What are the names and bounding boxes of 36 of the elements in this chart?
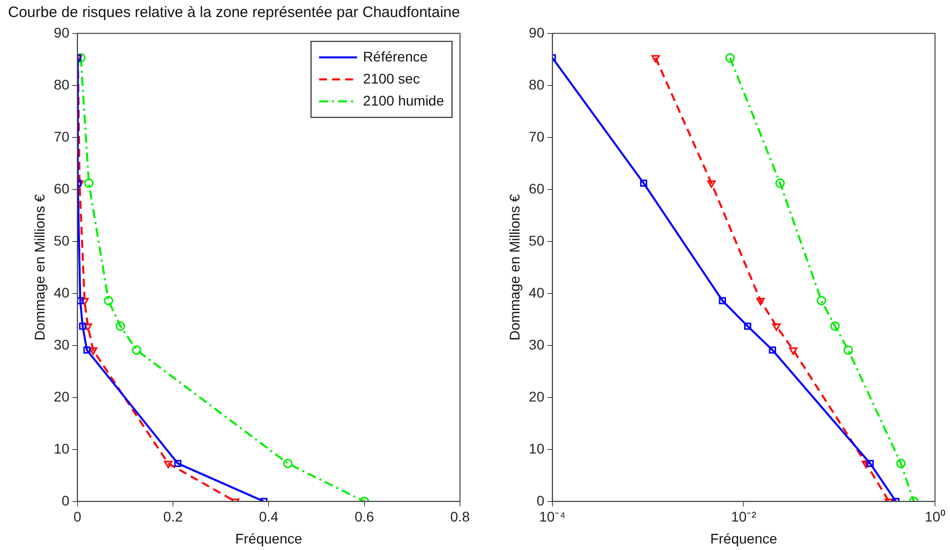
y-tick-label: 90 (528, 24, 545, 40)
legend-label: 2100 sec (363, 70, 420, 86)
y-tick-label: 10 (54, 440, 70, 456)
x-tick-label: 0 (73, 508, 82, 525)
legend-label: 2100 humide (363, 92, 444, 108)
y-tick-label: 60 (528, 180, 545, 196)
x-tick-label: 10⁻² (731, 508, 757, 525)
y-tick-label: 80 (54, 76, 70, 92)
x-tick-label: 0.4 (258, 508, 279, 525)
y-tick-label: 50 (528, 232, 545, 248)
y-tick-label: 20 (54, 388, 70, 404)
y-tick-label: 40 (54, 284, 70, 300)
y-tick-label: 10 (528, 440, 545, 456)
y-tick-label: 50 (54, 232, 70, 248)
x-tick-label: 10⁻⁴ (539, 508, 566, 525)
chart-title: Courbe de risques relative à la zone représentée par Chaudfontaine (8, 4, 460, 21)
y-tick-label: 90 (54, 24, 70, 40)
y-tick-label: 0 (536, 492, 545, 508)
x-tick-label: 0.8 (450, 508, 470, 525)
x-tick-label: 0.6 (354, 508, 374, 525)
y-tick-label: 80 (528, 76, 545, 92)
x-axis-title: Fréquence (235, 530, 302, 546)
y-tick-label: 20 (528, 388, 545, 404)
y-tick-label: 70 (528, 128, 545, 144)
y-tick-label: 30 (54, 336, 70, 352)
y-axis-title: Dommage en Millions € (31, 194, 48, 341)
y-tick-label: 70 (54, 128, 70, 144)
y-tick-label: 40 (528, 284, 545, 300)
y-tick-label: 30 (528, 336, 545, 352)
x-tick-label: 10⁰ (924, 508, 946, 525)
y-axis-title: Dommage en Millions € (506, 194, 522, 341)
x-axis-title: Fréquence (710, 530, 778, 546)
y-tick-label: 60 (54, 180, 70, 196)
legend-label: Référence (363, 48, 428, 64)
x-tick-label: 0.2 (163, 508, 183, 525)
y-tick-label: 0 (62, 492, 70, 508)
